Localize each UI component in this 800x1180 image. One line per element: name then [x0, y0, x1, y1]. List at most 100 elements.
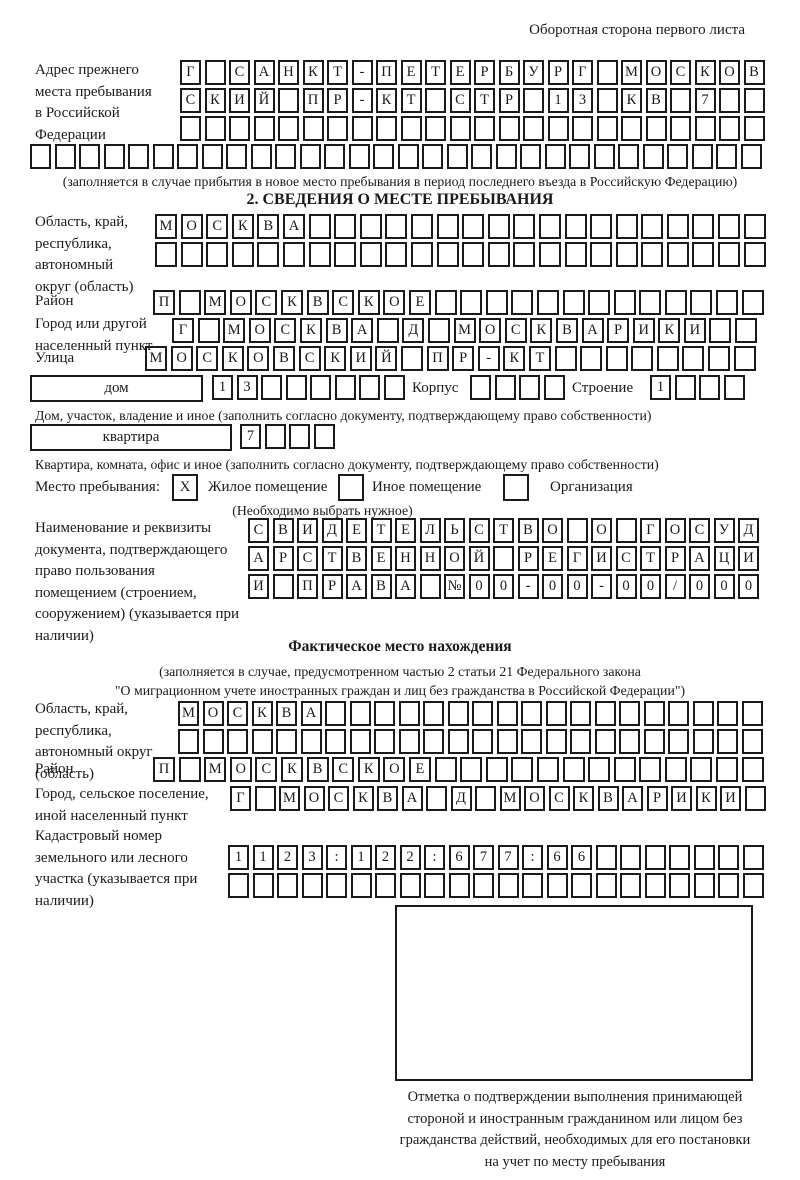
- char-cell: [374, 701, 395, 726]
- char-cell: С: [689, 518, 710, 543]
- char-cell: К: [221, 346, 244, 371]
- char-cell: О: [247, 346, 270, 371]
- char-cell: [308, 214, 331, 239]
- char-cell: С: [328, 786, 349, 811]
- char-cell: О: [645, 60, 667, 85]
- char-cell: [487, 214, 510, 239]
- settlement-label: Город, сельское поселение, иной населенн…: [35, 786, 209, 824]
- char-cell: [359, 242, 382, 267]
- char-cell: [334, 214, 357, 239]
- char-cell: [231, 242, 254, 267]
- char-cell: 0: [713, 574, 735, 599]
- char-cell: [462, 242, 485, 267]
- char-cell: [376, 318, 399, 343]
- char-cell: [299, 144, 321, 169]
- char-cell: [472, 701, 493, 726]
- prev-address-label: Адрес прежнего места пребывания в Россий…: [35, 62, 152, 143]
- char-cell: [693, 845, 715, 870]
- char-cell: [310, 375, 331, 400]
- char-cell: 0: [640, 574, 661, 599]
- char-cell: [423, 701, 444, 726]
- char-cell: М: [499, 786, 521, 811]
- cadastral-label: Кадастровый номер земельного или лесного…: [35, 828, 198, 909]
- char-cell: [178, 757, 201, 782]
- char-cell: И: [671, 786, 692, 811]
- char-cell: И: [349, 346, 372, 371]
- char-cell: [308, 242, 331, 267]
- char-cell: [302, 116, 324, 141]
- char-cell: 0: [738, 574, 759, 599]
- char-cell: [398, 729, 420, 754]
- char-cell: [400, 346, 423, 371]
- char-cell: И: [297, 518, 318, 543]
- char-cell: [373, 144, 394, 169]
- char-cell: -: [477, 346, 500, 371]
- char-cell: [571, 873, 592, 898]
- char-cell: [474, 116, 495, 141]
- char-cell: [692, 701, 714, 726]
- char-cell: [447, 701, 469, 726]
- char-cell: К: [324, 346, 347, 371]
- char-cell: [348, 144, 370, 169]
- char-cell: [620, 873, 641, 898]
- char-cell: Р: [321, 574, 343, 599]
- char-cell: К: [280, 290, 303, 315]
- char-cell: Ь: [444, 518, 465, 543]
- char-cell: Г: [180, 60, 201, 85]
- char-cell: [493, 546, 514, 571]
- char-cell: А: [395, 574, 416, 599]
- option-organizatsiya-label: Организация: [550, 479, 633, 495]
- char-cell: Р: [474, 60, 495, 85]
- char-cell: О: [444, 546, 465, 571]
- char-cell: 0: [468, 574, 490, 599]
- char-cell: 7: [497, 845, 519, 870]
- char-cell: [664, 757, 687, 782]
- char-cell: [462, 214, 485, 239]
- confirmation-mark-box: [395, 905, 753, 1081]
- char-cell: 3: [572, 88, 593, 113]
- char-cell: 3: [236, 375, 258, 400]
- char-cell: А: [282, 214, 305, 239]
- char-cell: [641, 214, 664, 239]
- char-cell: [300, 729, 322, 754]
- char-cell: :: [522, 845, 543, 870]
- char-cell: Г: [572, 60, 593, 85]
- char-cell: [180, 242, 203, 267]
- char-cell: [538, 242, 561, 267]
- char-cell: Д: [402, 318, 425, 343]
- char-cell: [536, 290, 559, 315]
- char-cell: [257, 242, 280, 267]
- checkbox-inoe-pomeshchenie: [338, 474, 364, 501]
- char-cell: К: [251, 701, 273, 726]
- char-cell: [666, 214, 689, 239]
- char-cell: [264, 424, 286, 449]
- apartment-label-box: квартира: [30, 424, 232, 451]
- char-cell: В: [370, 574, 392, 599]
- house-note: Дом, участок, владение и иное (заполнить…: [35, 408, 652, 423]
- char-cell: 7: [473, 845, 494, 870]
- char-cell: [470, 375, 491, 400]
- char-cell: О: [229, 757, 252, 782]
- char-cell: [449, 116, 471, 141]
- char-cell: П: [153, 290, 175, 315]
- region-label: Область, край, республика, автономный ок…: [35, 214, 134, 295]
- char-cell: Й: [253, 88, 275, 113]
- char-cell: [513, 242, 536, 267]
- char-cell: [716, 757, 739, 782]
- char-cell: [742, 845, 764, 870]
- char-cell: Д: [321, 518, 343, 543]
- char-cell: С: [255, 757, 278, 782]
- district-label: Район: [35, 293, 74, 309]
- char-cell: В: [306, 757, 329, 782]
- char-cell: [201, 144, 223, 169]
- char-cell: Т: [493, 518, 514, 543]
- char-cell: М: [621, 60, 642, 85]
- char-cell: Г: [566, 546, 588, 571]
- region-grid-row-2: [155, 242, 769, 268]
- char-cell: [536, 757, 559, 782]
- char-cell: [645, 116, 667, 141]
- char-cell: Г: [230, 786, 251, 811]
